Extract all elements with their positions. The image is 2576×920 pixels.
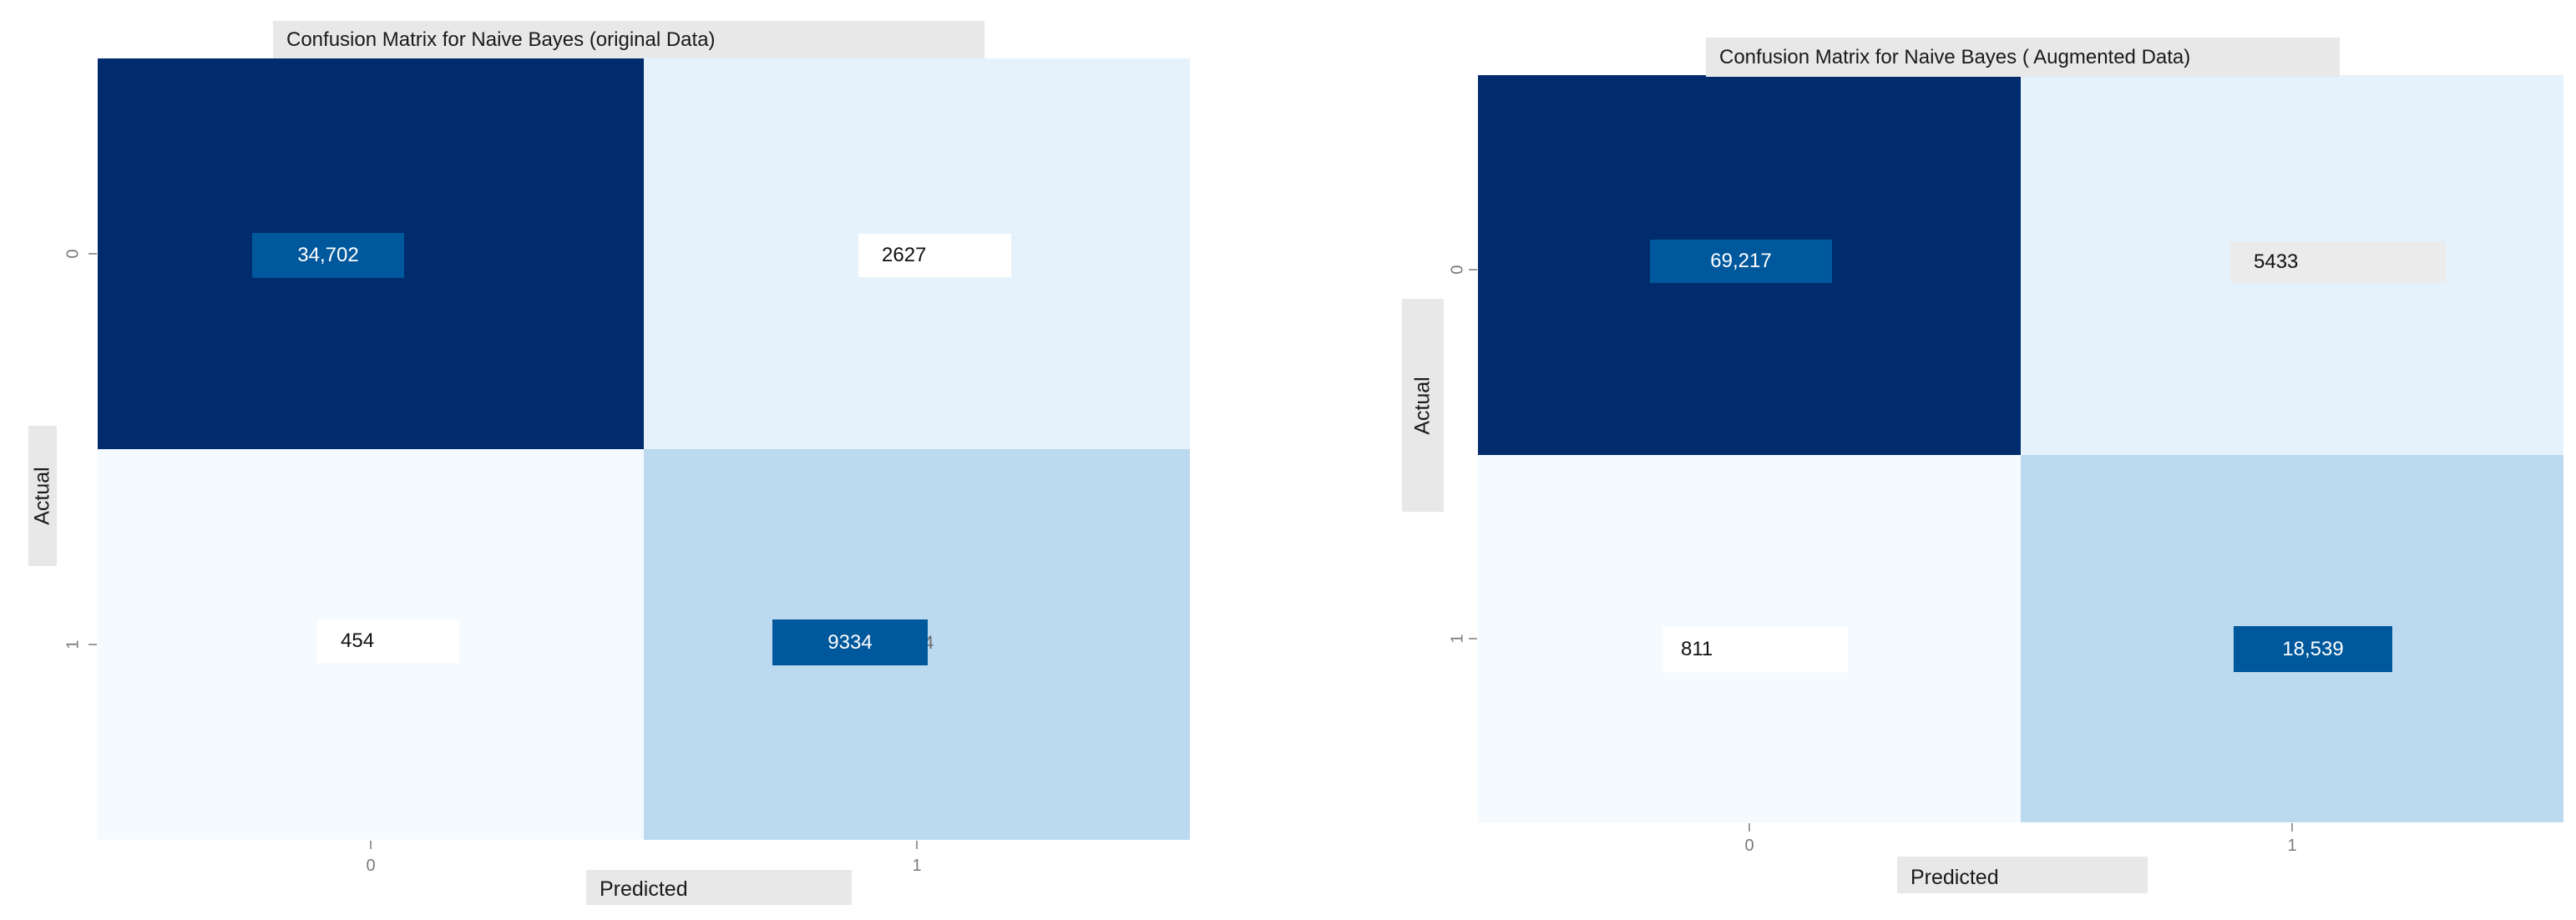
y-tick-1: 1 [1448, 634, 1467, 644]
y-tick-1: 1 [63, 639, 83, 650]
chart-title: Confusion Matrix for Naive Bayes ( Augme… [1706, 38, 2340, 77]
x-tickmark-0 [370, 841, 372, 849]
x-tick-0: 0 [1744, 837, 1754, 855]
x-tickmark-0 [1749, 823, 1750, 832]
cell-value-0-1: 5433 [2230, 241, 2446, 283]
y-tick-0: 0 [1448, 265, 1467, 275]
y-tickmark-1 [89, 644, 97, 645]
x-tickmark-1 [2291, 823, 2293, 832]
x-axis-label: Predicted [586, 870, 852, 905]
y-axis-label-box: Actual [1402, 299, 1444, 512]
x-tick-0: 0 [366, 857, 376, 875]
y-axis-label: Actual [1410, 376, 1435, 435]
x-tick-1: 1 [2287, 837, 2297, 855]
y-tickmark-0 [1469, 269, 1477, 270]
cell-value-1-0: 811 [1663, 626, 1848, 672]
y-tickmark-1 [1469, 638, 1477, 639]
x-tickmark-1 [916, 841, 918, 849]
confusion-matrix-augmented: Confusion Matrix for Naive Bayes ( Augme… [1369, 0, 2576, 920]
x-axis-label: Predicted [1897, 857, 2148, 893]
cell-value-0-0: 34,702 [252, 233, 404, 278]
cell-value-1-0: 454 [317, 619, 459, 663]
cell-value-1-1: 9334 [772, 619, 928, 665]
y-tickmark-0 [89, 253, 97, 255]
cell-value-1-1: 18,539 [2234, 626, 2392, 672]
x-tick-1: 1 [912, 857, 922, 875]
cell-value-0-1: 2627 [858, 234, 1011, 277]
y-axis-label: Actual [30, 467, 54, 525]
y-tick-0: 0 [63, 249, 83, 259]
confusion-matrix-original: Confusion Matrix for Naive Bayes (origin… [0, 0, 1286, 920]
cell-value-0-0: 69,217 [1650, 240, 1832, 283]
chart-title: Confusion Matrix for Naive Bayes (origin… [273, 21, 984, 58]
y-axis-label-box: Actual [28, 426, 57, 566]
